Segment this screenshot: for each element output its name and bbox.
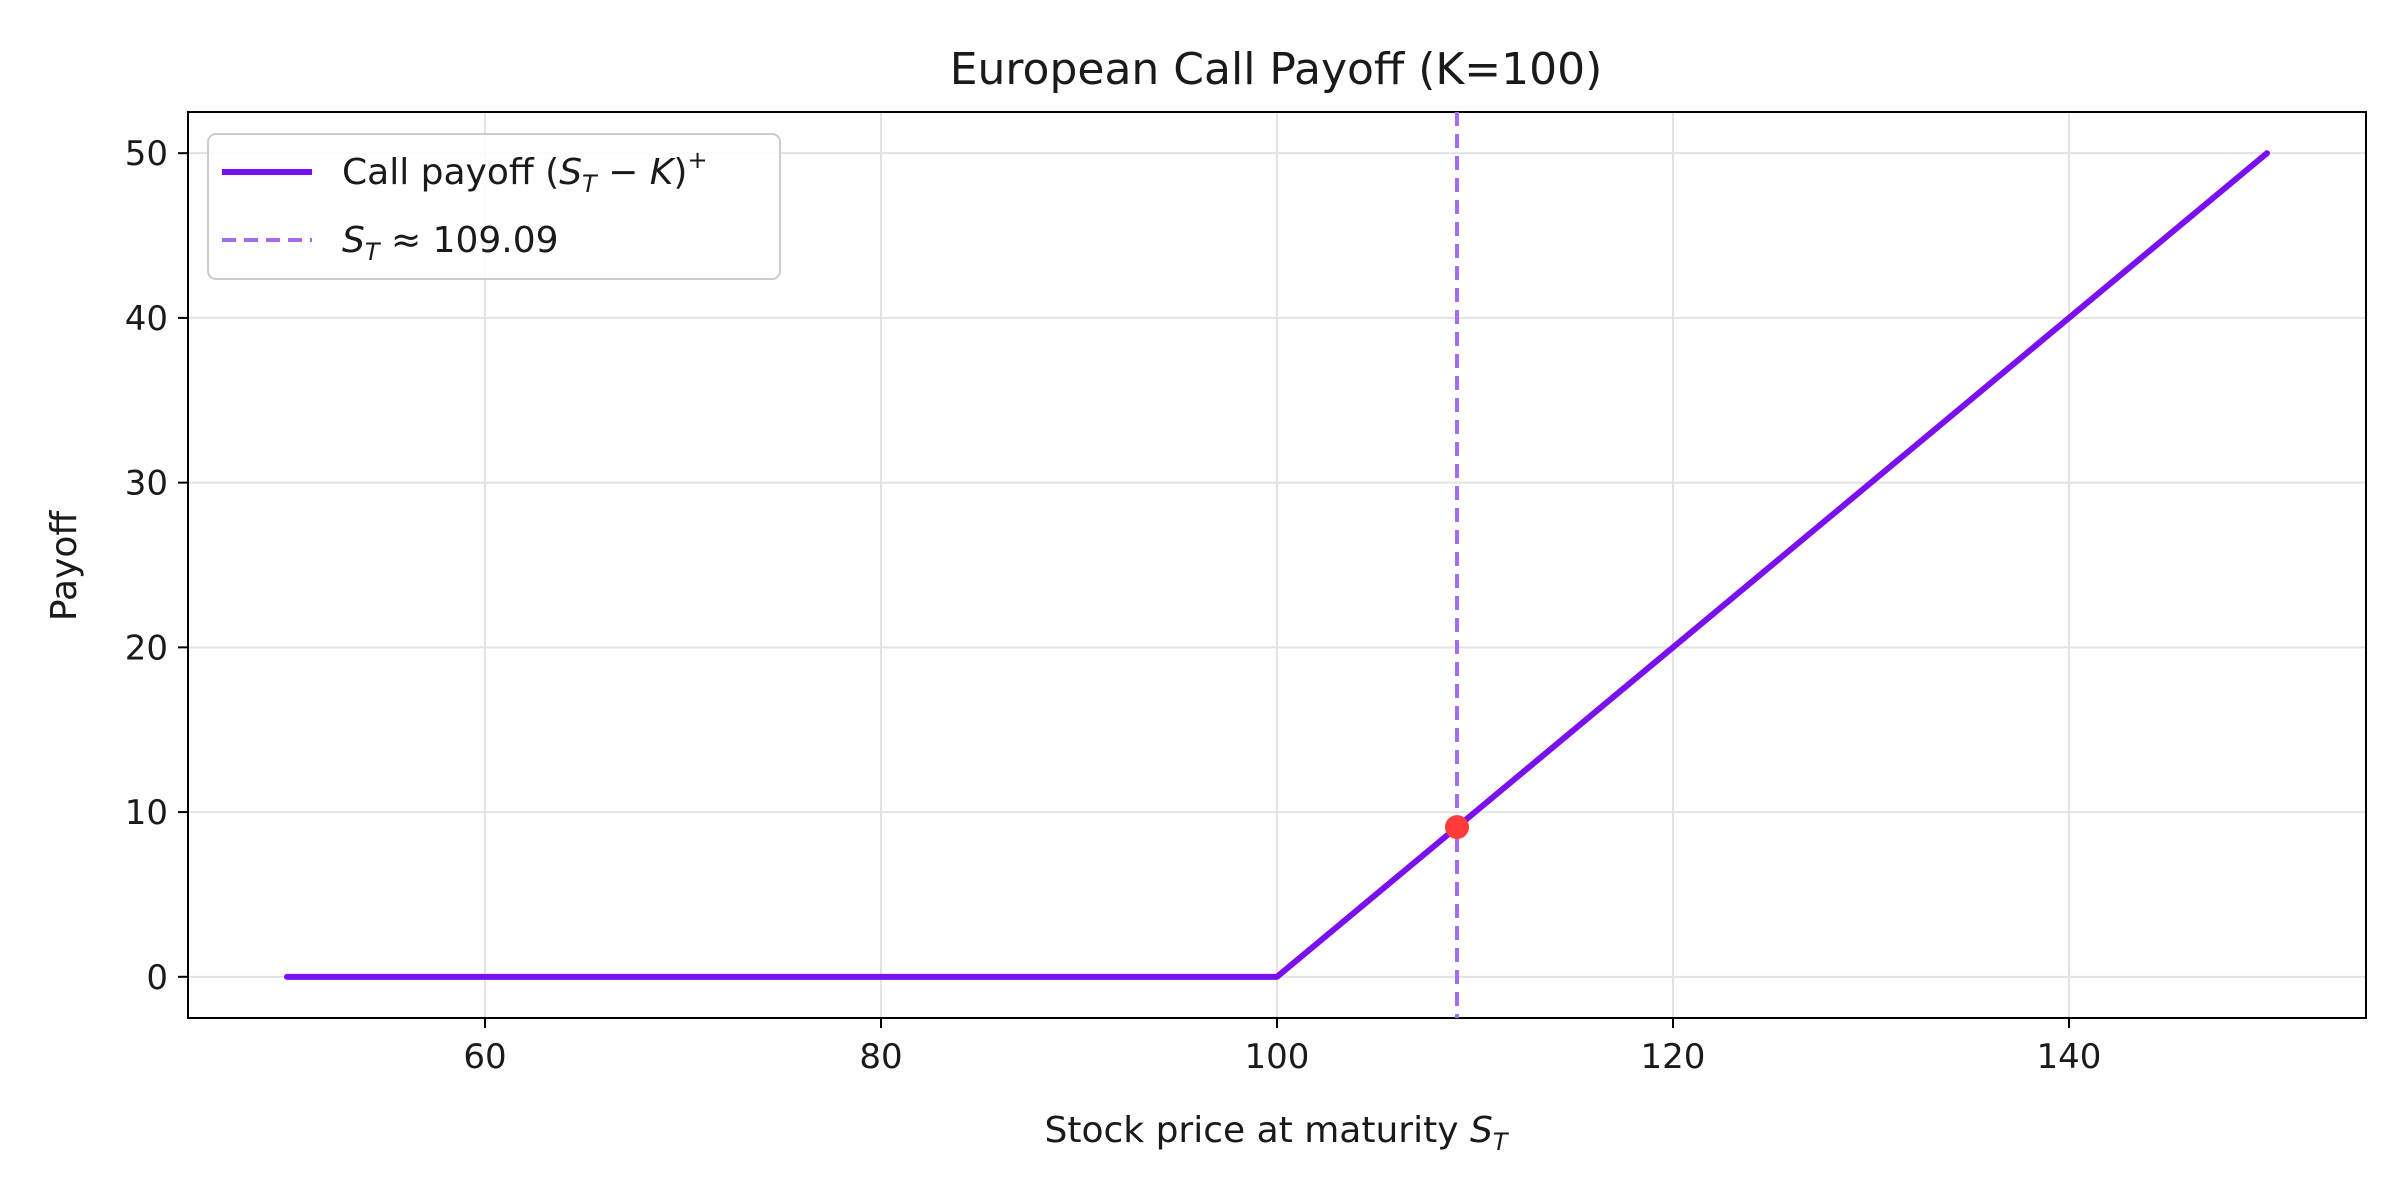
x-axis-ticks: 60 80 100 120 140 [463, 1018, 2101, 1077]
legend: Call payoff (ST − K)+ ST ≈ 109.09 [207, 133, 781, 280]
y-tick-label: 20 [125, 628, 168, 668]
y-axis-label: Payoff [44, 510, 85, 621]
call-payoff-line [284, 150, 2270, 980]
y-axis-ticks: 0 10 20 30 40 50 [125, 134, 188, 998]
x-tick-label: 140 [2037, 1037, 2102, 1077]
legend-label-call: Call payoff (ST − K)+ [342, 146, 708, 198]
x-tick-label: 120 [1641, 1037, 1706, 1077]
y-tick-label: 30 [125, 464, 168, 504]
y-tick-label: 40 [125, 299, 168, 339]
chart-title: European Call Payoff (K=100) [950, 44, 1603, 95]
y-tick-label: 50 [125, 134, 168, 174]
x-tick-label: 60 [463, 1037, 506, 1077]
x-axis-label: Stock price at maturity ST [1045, 1110, 1510, 1156]
y-tick-label: 10 [125, 793, 168, 833]
y-tick-label: 0 [146, 958, 168, 998]
st-marker-point [1444, 815, 1469, 840]
series-layer [284, 150, 2270, 980]
legend-label-vline: ST ≈ 109.09 [342, 220, 559, 266]
x-tick-label: 80 [859, 1037, 902, 1077]
x-tick-label: 100 [1245, 1037, 1310, 1077]
legend-box [207, 133, 781, 280]
